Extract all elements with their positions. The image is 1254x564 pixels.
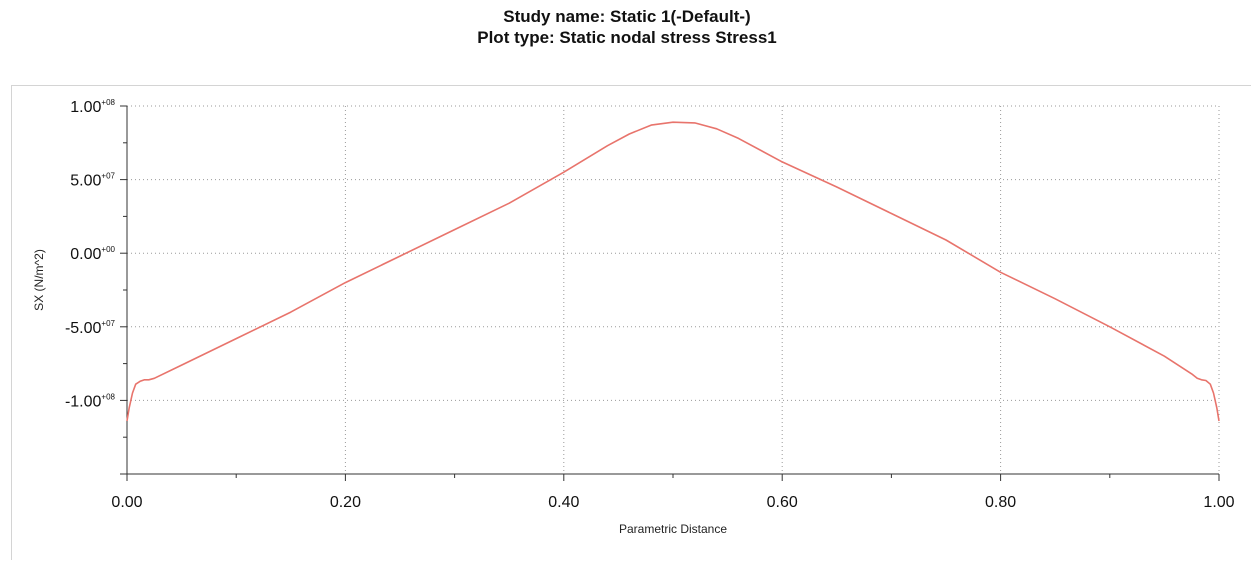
y-tick-exponent: +08: [101, 392, 115, 401]
x-tick-label: 0.60: [767, 494, 798, 511]
grid-lines: [127, 105, 1220, 474]
y-tick-mantissa: -1.00: [65, 393, 102, 410]
y-tick-label: 1.00+08: [70, 98, 115, 116]
x-tick-label: 0.00: [111, 494, 142, 511]
y-tick-exponent: +07: [101, 319, 115, 328]
tick-labels: 0.00 0.20 0.40 0.60 0.80 1.001.00+085.00+070.…: [65, 98, 1235, 511]
chart-title-block: Study name: Static 1(-Default-) Plot typ…: [0, 6, 1254, 48]
y-tick-mantissa: -5.00: [65, 320, 102, 337]
x-tick-label: 0.80: [985, 494, 1016, 511]
y-tick-exponent: +07: [101, 172, 115, 181]
x-tick-label: 0.40: [548, 494, 579, 511]
x-tick-label: 1.00: [1203, 494, 1234, 511]
y-tick-exponent: +00: [101, 245, 115, 254]
y-tick-exponent: +08: [101, 98, 115, 107]
y-tick-label: -1.00+08: [65, 392, 116, 410]
series-layer: [126, 121, 1220, 422]
y-tick-mantissa: 1.00: [70, 99, 101, 116]
y-tick-label: 0.00+00: [70, 245, 115, 263]
plot-type-title: Plot type: Static nodal stress Stress1: [477, 28, 777, 47]
axes: [120, 105, 1220, 481]
stress-series-line: [126, 121, 1220, 422]
y-tick-mantissa: 0.00: [70, 246, 101, 263]
plot-frame: [11, 85, 1251, 560]
y-tick-mantissa: 5.00: [70, 173, 101, 190]
y-axis-title: SX (N/m^2): [32, 249, 46, 311]
y-tick-label: 5.00+07: [70, 172, 115, 190]
y-tick-label: -5.00+07: [65, 319, 116, 337]
study-name-title: Study name: Static 1(-Default-): [503, 7, 751, 26]
x-tick-label: 0.20: [330, 494, 361, 511]
x-axis-title: Parametric Distance: [619, 522, 727, 536]
